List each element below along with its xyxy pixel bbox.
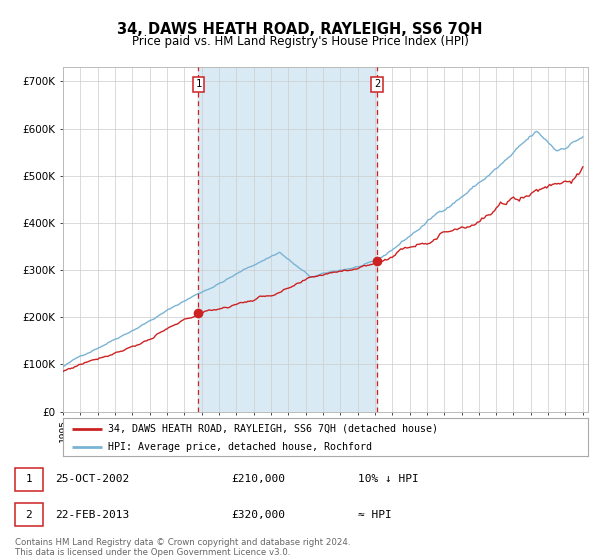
Text: Price paid vs. HM Land Registry's House Price Index (HPI): Price paid vs. HM Land Registry's House … [131,35,469,48]
Text: ≈ HPI: ≈ HPI [358,510,391,520]
Text: £320,000: £320,000 [231,510,285,520]
Text: Contains HM Land Registry data © Crown copyright and database right 2024.
This d: Contains HM Land Registry data © Crown c… [15,538,350,557]
Text: 34, DAWS HEATH ROAD, RAYLEIGH, SS6 7QH: 34, DAWS HEATH ROAD, RAYLEIGH, SS6 7QH [117,22,483,38]
Text: HPI: Average price, detached house, Rochford: HPI: Average price, detached house, Roch… [107,442,371,452]
FancyBboxPatch shape [15,503,43,526]
Text: 2: 2 [374,80,380,89]
Text: 25-OCT-2002: 25-OCT-2002 [55,474,130,484]
Text: 22-FEB-2013: 22-FEB-2013 [55,510,130,520]
Text: £210,000: £210,000 [231,474,285,484]
Text: 34, DAWS HEATH ROAD, RAYLEIGH, SS6 7QH (detached house): 34, DAWS HEATH ROAD, RAYLEIGH, SS6 7QH (… [107,424,437,434]
Text: 1: 1 [196,80,202,89]
Bar [199,67,377,412]
Text: 1: 1 [25,474,32,484]
FancyBboxPatch shape [15,468,43,491]
Text: 10% ↓ HPI: 10% ↓ HPI [358,474,418,484]
Text: 2: 2 [25,510,32,520]
